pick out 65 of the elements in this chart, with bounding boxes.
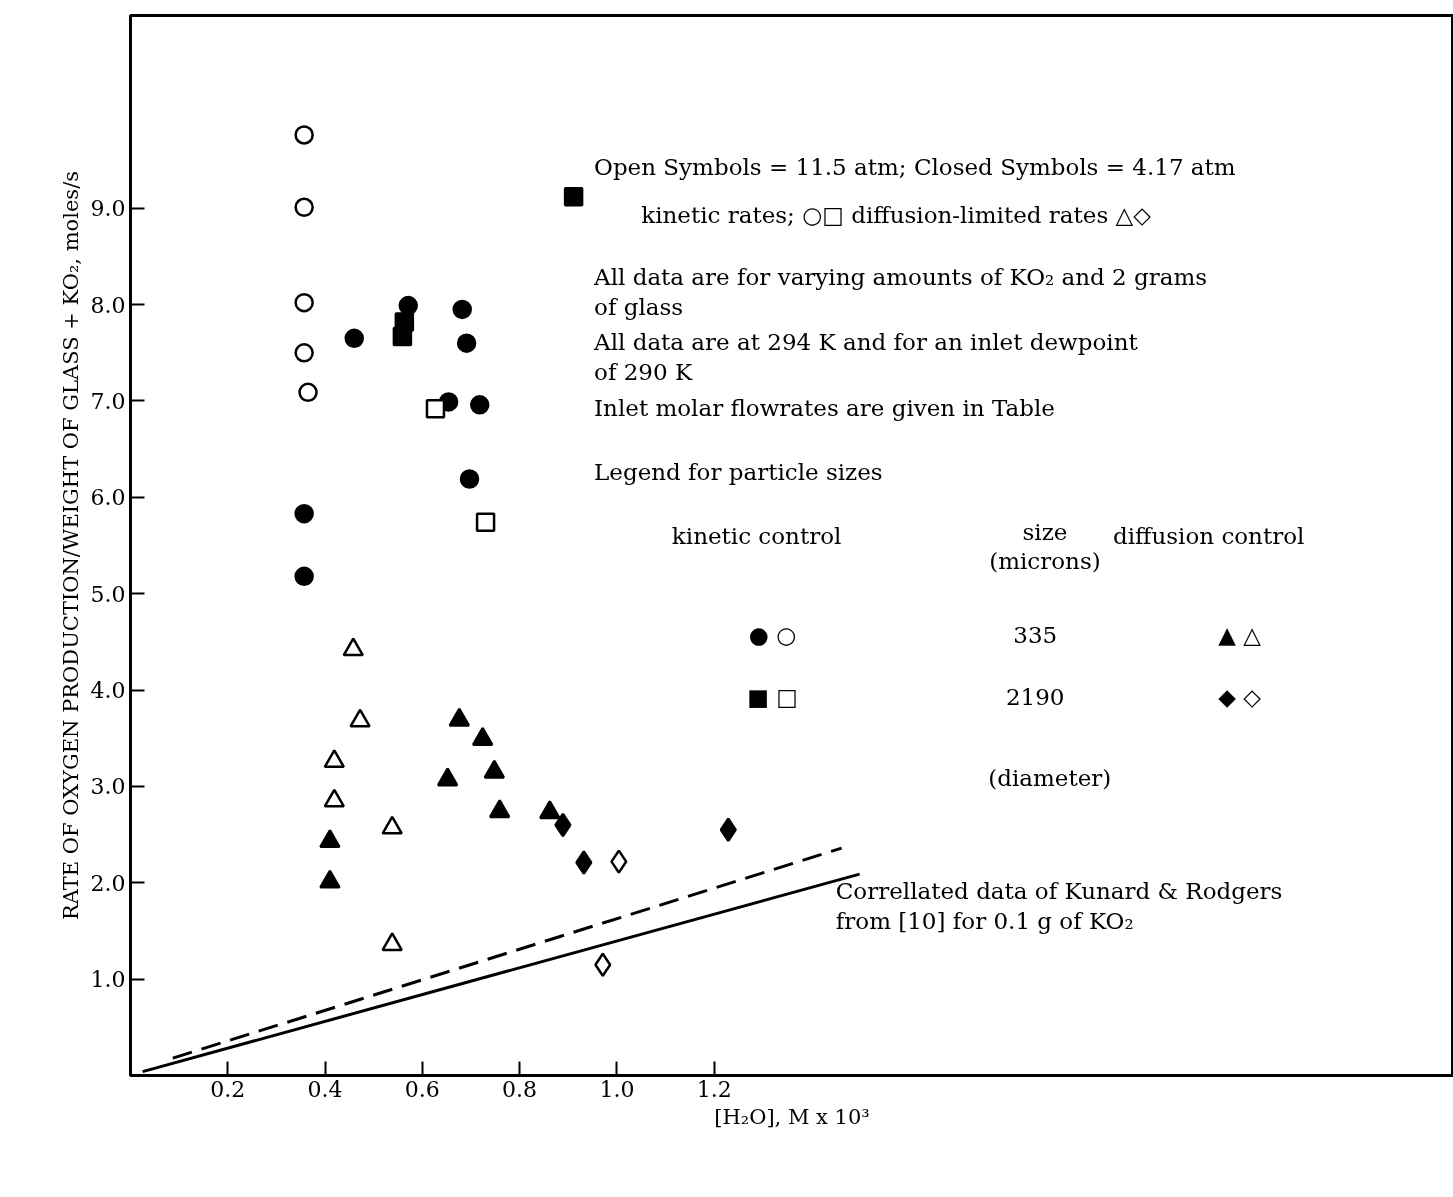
point (471, 726, 494, 746)
point (425, 398, 446, 419)
annotation: Correllated data of Kunard & Rodgers from [10] for 0.1 g of KO₂ (835, 877, 1283, 934)
y-tick-label: 6.0 (90, 485, 126, 511)
point (452, 299, 472, 320)
point (319, 869, 341, 889)
annotation: (diameter) (988, 764, 1112, 791)
x-tick-label: 0.8 (502, 1076, 538, 1102)
x-tick-label: 1.2 (696, 1076, 732, 1102)
point (342, 637, 365, 657)
annotation: ▲ △ (1218, 622, 1262, 649)
point (323, 788, 346, 808)
annotation: 335 (1013, 622, 1058, 649)
x-tick-label: 0.2 (210, 1076, 246, 1102)
point (294, 566, 314, 587)
point (294, 292, 314, 313)
point (436, 767, 459, 787)
annotation: ◆ ◇ (1218, 683, 1262, 710)
y-tick-label: 9.0 (90, 196, 126, 222)
annotation: kinetic rates; ○□ diffusion-limited rates △◇ (641, 201, 1152, 228)
y-tick-label: 4.0 (90, 678, 126, 704)
y-tick-label: 5.0 (90, 581, 126, 607)
point (392, 326, 413, 347)
point (319, 829, 341, 849)
point (349, 708, 371, 728)
point (381, 932, 403, 952)
point (563, 186, 584, 207)
point (488, 799, 511, 819)
annotation: All data are at 294 K and for an inlet dewpoint of 290 K (593, 328, 1139, 385)
point (398, 295, 418, 316)
x-tick-label: 1.0 (599, 1076, 635, 1102)
y-tick-label: 2.0 (90, 870, 126, 896)
x-tick-label: 0.4 (307, 1076, 343, 1102)
point (475, 512, 496, 533)
annotation: kinetic control (671, 522, 842, 549)
point (294, 503, 314, 524)
point (294, 125, 314, 145)
annotation: 2190 (1005, 683, 1065, 710)
annotation: All data are for varying amounts of KO₂ and 2 grams of glass (593, 264, 1208, 321)
point (381, 815, 403, 835)
y-axis-title: RATE OF OXYGEN PRODUCTION/WEIGHT OF GLASS + KO₂, moles/s (58, 171, 83, 920)
x-axis-title: [H₂O], M x 10³ (714, 1104, 870, 1129)
point (469, 395, 490, 415)
y-tick-label: 1.0 (90, 967, 126, 993)
point (344, 328, 364, 349)
point (483, 759, 506, 779)
y-tick-label: 7.0 (90, 388, 126, 414)
point (448, 707, 471, 727)
point (294, 197, 314, 217)
x-tick-label: 0.6 (404, 1076, 440, 1102)
annotation: Inlet molar flowrates are given in Table (594, 394, 1055, 421)
annotation: Open Symbols = 11.5 atm; Closed Symbols = 4.17 atm (594, 153, 1236, 180)
annotation: size (microns) (989, 518, 1101, 575)
annotation: diffusion control (1113, 522, 1305, 549)
annotation: ● ○ (748, 622, 797, 649)
annotation: ■ □ (747, 683, 798, 710)
point (539, 800, 561, 820)
annotation: Legend for particle sizes (594, 459, 883, 486)
point (459, 469, 480, 489)
point (323, 749, 346, 769)
point (294, 343, 314, 363)
y-tick-label: 3.0 (90, 774, 126, 800)
point (298, 382, 318, 403)
y-tick-label: 8.0 (90, 292, 126, 318)
point (456, 333, 477, 353)
